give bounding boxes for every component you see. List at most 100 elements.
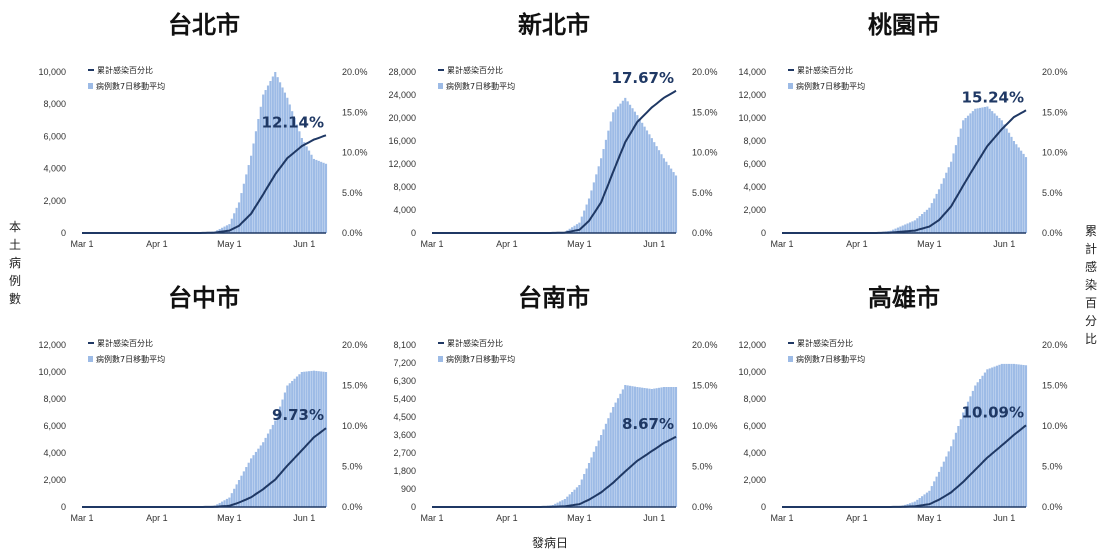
bar	[583, 210, 586, 233]
bar	[655, 146, 658, 233]
bar	[957, 426, 960, 507]
x-tick-label: May 1	[917, 239, 942, 249]
bar	[674, 387, 678, 507]
bar	[225, 225, 229, 233]
bar	[320, 161, 323, 233]
bar	[320, 371, 323, 507]
bar	[964, 407, 967, 507]
bar	[899, 226, 902, 233]
bar	[1008, 363, 1011, 507]
bar	[305, 146, 308, 233]
bar	[969, 396, 972, 507]
bar	[645, 388, 649, 507]
bar	[940, 466, 943, 507]
bar	[918, 216, 921, 233]
bar	[908, 222, 912, 233]
bar	[971, 390, 974, 507]
bar	[1020, 364, 1023, 507]
y-tick-label: 6,300	[393, 376, 416, 386]
y2-tick-label: 5.0%	[692, 462, 713, 472]
bar	[971, 111, 974, 233]
percent-line	[782, 424, 1027, 508]
x-tick-label: Mar 1	[70, 513, 93, 523]
x-tick-label: Apr 1	[846, 513, 868, 523]
bar	[228, 224, 231, 233]
chart-panel: 台南市 0 900 1,800 2,700 3,600 4,500 5,400 6,300 7,2…	[393, 284, 717, 523]
bar	[653, 388, 656, 507]
legend-bar-label: 病例數7日移動平均	[796, 354, 865, 364]
bar	[1008, 132, 1011, 233]
bar	[923, 211, 926, 233]
bar	[257, 119, 260, 233]
bar	[279, 82, 282, 233]
bar	[281, 87, 284, 234]
bar	[986, 369, 989, 507]
legend-line-label: 累計感染百分比	[797, 65, 853, 75]
y-tick-label: 2,000	[743, 205, 766, 215]
bar	[322, 371, 325, 507]
y-tick-label: 12,000	[738, 340, 766, 350]
bar	[662, 387, 665, 507]
y2-tick-label: 0.0%	[692, 502, 713, 512]
bar	[225, 498, 229, 507]
bar	[573, 489, 576, 507]
bar	[1010, 363, 1013, 507]
bar	[660, 387, 663, 507]
bar	[300, 372, 303, 507]
percent-annotation: 12.14%	[262, 113, 324, 131]
bar	[612, 407, 615, 507]
bar	[952, 153, 955, 233]
bar	[894, 228, 897, 233]
y-tick-label: 6,000	[743, 421, 766, 431]
x-axis-label: 發病日	[531, 536, 568, 550]
x-tick-label: Jun 1	[993, 239, 1015, 249]
bar	[235, 207, 238, 233]
bar	[308, 150, 311, 233]
percent-annotation: 10.09%	[962, 403, 1024, 421]
bar	[626, 385, 629, 507]
bar	[221, 501, 224, 507]
y2-tick-label: 5.0%	[342, 188, 363, 198]
y-tick-label: 8,000	[43, 99, 66, 109]
y-tick-label: 12,000	[388, 159, 416, 169]
bar	[921, 214, 924, 233]
y-tick-label: 8,000	[393, 182, 416, 192]
bar	[600, 435, 603, 507]
y2-tick-label: 5.0%	[1042, 462, 1063, 472]
bar	[1024, 365, 1028, 507]
bar	[602, 149, 605, 233]
y2-tick-label: 15.0%	[1042, 107, 1068, 117]
y-tick-label: 14,000	[738, 67, 766, 77]
bar	[911, 502, 914, 507]
bar	[1015, 364, 1018, 507]
y-axis-label: 本土病例數	[8, 220, 21, 306]
percent-line	[82, 134, 327, 234]
y-tick-label: 4,500	[393, 412, 416, 422]
x-tick-label: Apr 1	[496, 513, 518, 523]
x-tick-label: Jun 1	[293, 513, 315, 523]
bar	[590, 457, 593, 507]
bar	[1005, 363, 1008, 507]
bar	[650, 138, 653, 234]
y2-tick-label: 10.0%	[342, 421, 368, 431]
bar	[568, 494, 571, 507]
bar	[271, 424, 274, 507]
bar	[983, 106, 986, 233]
y-tick-label: 28,000	[388, 67, 416, 77]
bar	[976, 382, 979, 507]
bar	[580, 216, 583, 233]
bar	[595, 174, 598, 233]
legend-bar-label: 病例數7日移動平均	[446, 81, 515, 91]
bar	[962, 120, 965, 233]
bar	[921, 496, 924, 507]
legend-bar-swatch	[438, 356, 443, 362]
bar	[324, 372, 328, 507]
bar	[561, 500, 564, 507]
bar	[571, 227, 574, 233]
bar	[660, 154, 663, 233]
y2-tick-label: 10.0%	[342, 148, 368, 158]
bar	[578, 485, 581, 507]
bar	[590, 190, 593, 233]
bar	[288, 383, 291, 507]
bar	[257, 448, 260, 507]
